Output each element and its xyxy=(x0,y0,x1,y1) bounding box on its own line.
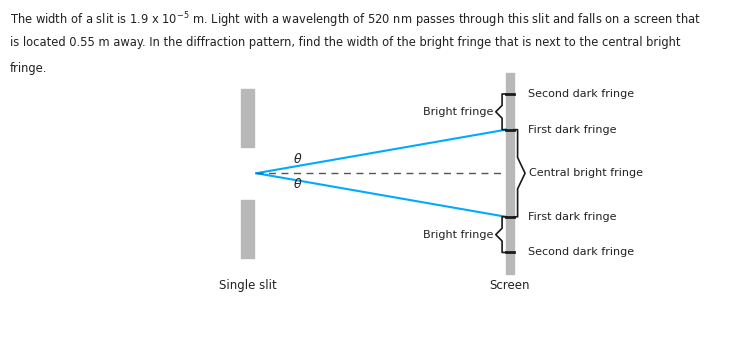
Text: Bright fringe: Bright fringe xyxy=(423,229,494,240)
Text: Screen: Screen xyxy=(490,279,530,292)
Text: The width of a slit is 1.9 x 10$^{-5}$ m. Light with a wavelength of 520 nm pass: The width of a slit is 1.9 x 10$^{-5}$ m… xyxy=(10,10,700,30)
Text: θ: θ xyxy=(293,153,302,166)
Text: First dark fringe: First dark fringe xyxy=(528,212,617,222)
Text: Bright fringe: Bright fringe xyxy=(423,107,494,117)
Text: Central bright fringe: Central bright fringe xyxy=(529,168,643,178)
Bar xyxy=(242,200,254,258)
Text: Second dark fringe: Second dark fringe xyxy=(528,89,634,99)
Text: First dark fringe: First dark fringe xyxy=(528,125,617,135)
Bar xyxy=(506,73,514,274)
Bar xyxy=(242,89,254,147)
Text: fringe.: fringe. xyxy=(10,62,47,75)
Text: Single slit: Single slit xyxy=(219,279,276,292)
Text: Second dark fringe: Second dark fringe xyxy=(528,247,634,258)
Text: θ: θ xyxy=(293,178,302,191)
Text: is located 0.55 m away. In the diffraction pattern, find the width of the bright: is located 0.55 m away. In the diffracti… xyxy=(10,36,680,49)
